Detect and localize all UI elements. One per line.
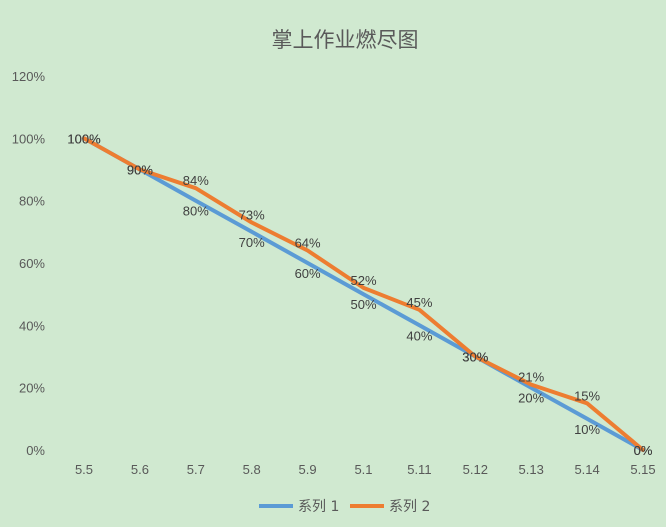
y-tick-label: 120% [12,69,46,84]
data-label-s2: 21% [518,370,544,385]
x-tick-label: 5.5 [75,462,93,477]
y-tick-label: 100% [12,131,46,146]
data-label-s1: 50% [350,297,376,312]
y-tick-label: 80% [19,194,45,209]
y-tick-label: 0% [26,443,45,458]
data-label-s2: 90% [127,163,153,178]
x-tick-label: 5.11 [407,462,431,477]
data-label-s2: 45% [406,295,432,310]
data-label-s2: 73% [239,207,265,222]
series-line-1 [82,136,645,452]
x-tick-label: 5.6 [131,462,149,477]
data-label-s1: 70% [239,235,265,250]
data-labels: 100%90%80%70%60%50%40%30%20%10%0%100%90%… [67,131,652,458]
x-axis-ticks: 5.5 5.6 5.7 5.8 5.9 5.1 5.11 5.12 5.13 5.14 5.15 [75,462,656,477]
data-label-s1: 20% [518,391,544,406]
data-label-s2: 52% [350,273,376,288]
data-label-s1: 80% [183,204,209,219]
x-tick-label: 5.9 [299,462,317,477]
x-tick-label: 5.12 [463,462,488,477]
data-label-s2: 0% [634,443,653,458]
legend-label-2: 系列 2 [389,499,430,515]
data-label-s2: 100% [67,131,101,146]
data-label-s1: 90% [127,163,153,178]
data-label-s1: 100% [67,131,101,146]
data-label-s1: 30% [462,350,488,365]
y-tick-label: 60% [19,256,45,271]
data-label-s2: 64% [295,236,321,251]
data-label-s2: 30% [462,350,488,365]
y-axis-ticks: 0% 20% 40% 60% 80% 100% 120% [12,69,46,458]
series-lines [82,136,645,452]
x-tick-label: 5.15 [630,462,655,477]
x-tick-label: 5.1 [354,462,372,477]
data-label-s1: 60% [295,266,321,281]
chart-title: 掌上作业燃尽图 [272,28,419,52]
legend-label-1: 系列 1 [298,499,339,515]
y-tick-label: 40% [19,318,45,333]
legend: 系列 1 系列 2 [259,499,430,515]
data-label-s2: 15% [574,388,600,403]
x-tick-label: 5.14 [574,462,599,477]
x-tick-label: 5.8 [243,462,261,477]
data-label-s1: 0% [634,443,653,458]
data-label-s2: 84% [183,173,209,188]
x-tick-label: 5.7 [187,462,205,477]
data-label-s1: 40% [406,328,432,343]
data-label-s1: 10% [574,422,600,437]
x-tick-label: 5.13 [519,462,544,477]
series-line-2 [82,136,645,452]
y-tick-label: 20% [19,381,45,396]
